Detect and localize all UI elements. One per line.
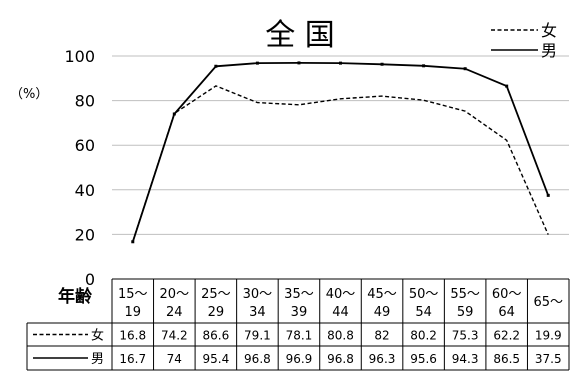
data-point: [297, 61, 301, 65]
x-tick-label: 25～: [201, 287, 231, 302]
data-point: [172, 112, 176, 116]
data-point: [214, 64, 218, 68]
x-tick-label: 15～: [118, 287, 148, 302]
data-value-cell: 95.4: [203, 352, 230, 366]
legend-label: 男: [541, 41, 557, 60]
data-point: [422, 64, 426, 68]
y-axis-label: （%）: [10, 87, 48, 102]
data-value-cell: 82: [374, 329, 389, 343]
x-tick-label: 34: [249, 305, 266, 320]
y-tick-label: 40: [75, 181, 95, 200]
x-tick-label: 20～: [160, 287, 190, 302]
legend-label: 女: [541, 21, 557, 40]
y-tick-label: 0: [85, 270, 95, 289]
data-value-cell: 16.8: [119, 329, 146, 343]
data-point: [463, 67, 467, 71]
y-tick-label: 60: [75, 136, 95, 155]
table-series-name: 男: [91, 352, 104, 367]
y-tick-labels: 0 20 40 60 80 100: [64, 47, 95, 289]
data-value-cell: 37.5: [535, 352, 562, 366]
data-value-cell: 96.9: [286, 352, 313, 366]
x-tick-label: 45～: [367, 287, 397, 302]
x-axis-label: 年齢: [58, 286, 93, 307]
data-value-cell: 74: [167, 352, 182, 366]
x-tick-label: 40～: [326, 287, 356, 302]
data-value-cell: 95.6: [410, 352, 437, 366]
data-value-cell: 19.9: [535, 329, 562, 343]
x-tick-label: 49: [374, 305, 391, 320]
data-table: 15～ 19 20～ 24 25～ 29 30～ 34 35～ 39 40～ 44 45～ 49 50～ 54…: [26, 278, 570, 371]
data-value-cell: 80.8: [327, 329, 354, 343]
x-tick-label: 29: [208, 305, 225, 320]
y-tick-label: 20: [75, 225, 95, 244]
data-value-cell: 86.5: [493, 352, 520, 366]
x-tick-label: 39: [291, 305, 308, 320]
data-value-cell: 96.8: [327, 352, 354, 366]
chart-title: 全 国: [265, 18, 335, 53]
x-tick-label: 60～: [492, 287, 522, 302]
x-tick-label: 54: [415, 305, 432, 320]
series-line: [131, 61, 550, 243]
data-value-cell: 75.3: [452, 329, 479, 343]
x-tick-label: 55～: [450, 287, 480, 302]
x-tick-label: 44: [332, 305, 349, 320]
table-series-name: 女: [91, 328, 104, 344]
data-value-cell: 86.6: [203, 329, 230, 343]
series-line: [132, 85, 549, 242]
data-value-cell: 96.3: [369, 352, 396, 366]
x-tick-label: 30～: [243, 287, 273, 302]
x-tick-label: 65～: [533, 295, 563, 310]
data-point: [339, 61, 342, 65]
data-value-cell: 62.2: [493, 329, 520, 343]
data-value-cell: 74.2: [161, 329, 188, 343]
y-tick-label: 100: [64, 47, 95, 66]
data-point: [546, 193, 550, 197]
data-value-cell: 96.8: [244, 352, 271, 366]
data-value-cell: 78.1: [286, 329, 313, 343]
data-value-cell: 16.7: [119, 352, 146, 366]
data-value-cell: 94.3: [452, 352, 479, 366]
x-tick-label: 50～: [409, 287, 439, 302]
x-tick-label: 64: [498, 305, 515, 320]
gridlines: [112, 55, 569, 235]
x-tick-label: 59: [457, 305, 474, 320]
series-lines: [131, 61, 550, 244]
x-tick-label: 24: [166, 305, 183, 320]
legend: 女男: [491, 21, 557, 60]
data-point: [380, 62, 384, 66]
x-tick-label: 35～: [284, 287, 314, 302]
y-tick-label: 80: [75, 92, 95, 111]
data-value-cell: 79.1: [244, 329, 271, 343]
data-point: [505, 84, 509, 88]
data-value-cell: 80.2: [410, 329, 437, 343]
data-point: [255, 61, 259, 65]
x-tick-label: 19: [124, 305, 141, 320]
data-point: [131, 240, 135, 244]
